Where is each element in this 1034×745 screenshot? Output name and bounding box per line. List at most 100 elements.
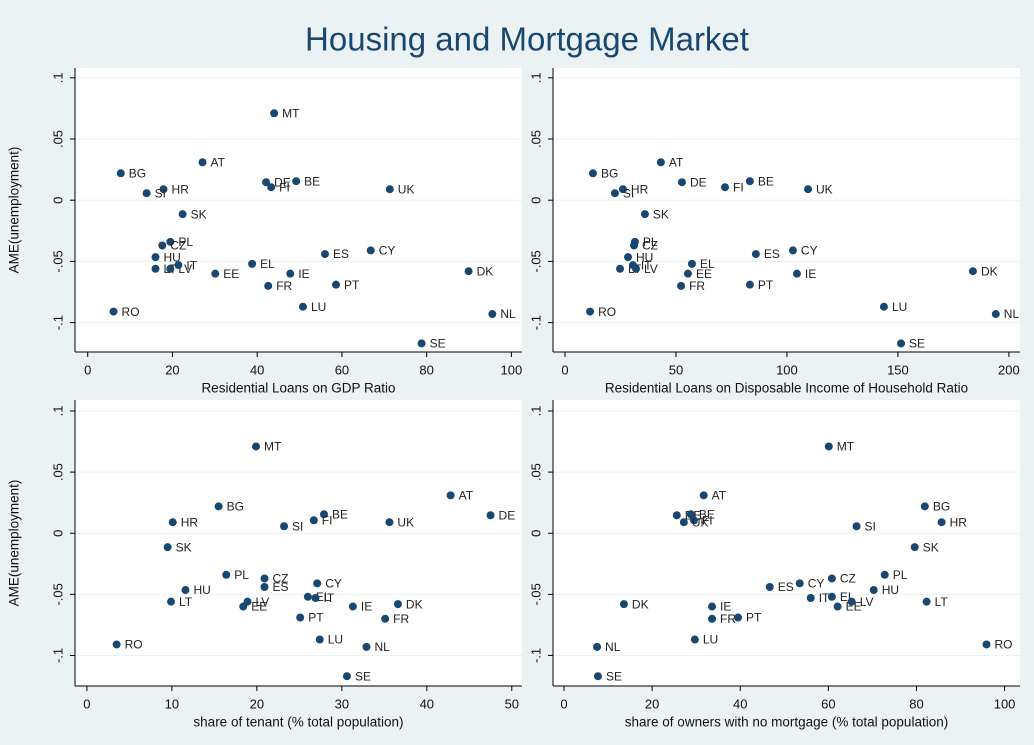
point-label: LV bbox=[860, 595, 874, 609]
point bbox=[686, 510, 695, 519]
point bbox=[624, 253, 633, 262]
point bbox=[880, 570, 889, 579]
point bbox=[968, 267, 977, 276]
point-label: FR bbox=[276, 279, 292, 293]
point-label: IE bbox=[361, 600, 372, 614]
point-label: BE bbox=[758, 174, 774, 188]
point-label: HR bbox=[950, 515, 968, 529]
point bbox=[795, 579, 804, 588]
point-label: DK bbox=[477, 264, 494, 278]
x-tick-label: 40 bbox=[733, 696, 747, 711]
point-label: IT bbox=[641, 258, 652, 272]
point-label: NL bbox=[605, 640, 621, 654]
point bbox=[708, 602, 717, 611]
point-label: HU bbox=[193, 583, 210, 597]
y-tick-label: -.05 bbox=[528, 583, 543, 605]
y-tick-label: -.05 bbox=[50, 583, 65, 605]
x-tick-label: 0 bbox=[560, 696, 567, 711]
x-tick-label: 100 bbox=[501, 362, 523, 377]
point bbox=[847, 597, 856, 606]
point-label: NL bbox=[500, 307, 516, 321]
point-label: IE bbox=[720, 600, 731, 614]
point-label: DK bbox=[981, 264, 998, 278]
point-label: PL bbox=[234, 568, 249, 582]
point bbox=[214, 502, 223, 511]
point-label: IT bbox=[323, 591, 334, 605]
point bbox=[488, 310, 497, 319]
point bbox=[619, 600, 628, 609]
x-tick-label: 80 bbox=[419, 362, 433, 377]
x-axis-title: Residential Loans on GDP Ratio bbox=[201, 381, 395, 396]
point bbox=[630, 241, 639, 250]
point-label: FI bbox=[322, 513, 333, 527]
point-label: MT bbox=[837, 440, 855, 454]
x-tick-label: 40 bbox=[420, 696, 434, 711]
point bbox=[677, 178, 686, 187]
point bbox=[788, 246, 797, 255]
point bbox=[303, 592, 312, 601]
y-tick-label: .05 bbox=[528, 130, 543, 148]
point-label: PT bbox=[746, 611, 762, 625]
point-label: AT bbox=[669, 155, 684, 169]
point bbox=[309, 516, 318, 525]
x-axis-title: share of owners with no mortgage (% tota… bbox=[625, 715, 948, 730]
point-label: IE bbox=[805, 267, 816, 281]
point bbox=[672, 511, 681, 520]
point bbox=[827, 592, 836, 601]
x-tick-label: 30 bbox=[335, 696, 349, 711]
point-label: CY bbox=[379, 244, 396, 258]
point bbox=[586, 307, 595, 316]
point-label: PT bbox=[344, 278, 360, 292]
point-label: SI bbox=[292, 519, 303, 533]
point bbox=[252, 442, 261, 451]
x-tick-label: 20 bbox=[250, 696, 264, 711]
point-label: AT bbox=[459, 489, 474, 503]
point bbox=[745, 177, 754, 186]
point-label: EL bbox=[316, 590, 331, 604]
point bbox=[446, 491, 455, 500]
x-tick-label: 200 bbox=[998, 362, 1020, 377]
point bbox=[937, 518, 946, 527]
point-label: UK bbox=[397, 515, 414, 529]
point bbox=[163, 543, 172, 552]
point-label: DE bbox=[274, 175, 291, 189]
point-label: RO bbox=[122, 305, 140, 319]
point-label: CZ bbox=[170, 239, 186, 253]
point-label: HR bbox=[181, 515, 199, 529]
point-label: LV bbox=[256, 595, 270, 609]
point bbox=[166, 264, 175, 273]
point bbox=[298, 302, 307, 311]
point bbox=[824, 442, 833, 451]
x-tick-label: 100 bbox=[776, 362, 798, 377]
point-label: ES bbox=[273, 580, 289, 594]
point bbox=[922, 597, 931, 606]
point bbox=[362, 642, 371, 651]
point bbox=[264, 281, 273, 290]
point-label: BE bbox=[332, 507, 348, 521]
point bbox=[852, 522, 861, 531]
point bbox=[270, 109, 279, 118]
point bbox=[677, 281, 686, 290]
y-tick-label: .1 bbox=[528, 72, 543, 83]
point-label: MT bbox=[282, 106, 300, 120]
point bbox=[178, 210, 187, 219]
point bbox=[745, 280, 754, 289]
point-label: DK bbox=[632, 597, 649, 611]
point bbox=[198, 158, 207, 167]
point-label: UK bbox=[816, 182, 833, 196]
x-axis-title: Residential Loans on Disposable Income o… bbox=[605, 381, 968, 396]
point bbox=[610, 189, 619, 198]
x-tick-label: 20 bbox=[645, 696, 659, 711]
point bbox=[751, 250, 760, 259]
point bbox=[296, 613, 305, 622]
point-label: FR bbox=[393, 612, 409, 626]
point bbox=[385, 518, 394, 527]
y-axis-title: AME(unemployment) bbox=[7, 480, 22, 607]
y-tick-label: 0 bbox=[528, 197, 543, 204]
point bbox=[588, 169, 597, 178]
point-label: BG bbox=[601, 166, 618, 180]
point bbox=[260, 574, 269, 583]
point-label: LT bbox=[935, 595, 949, 609]
point bbox=[174, 261, 183, 270]
plot-area bbox=[75, 68, 522, 352]
